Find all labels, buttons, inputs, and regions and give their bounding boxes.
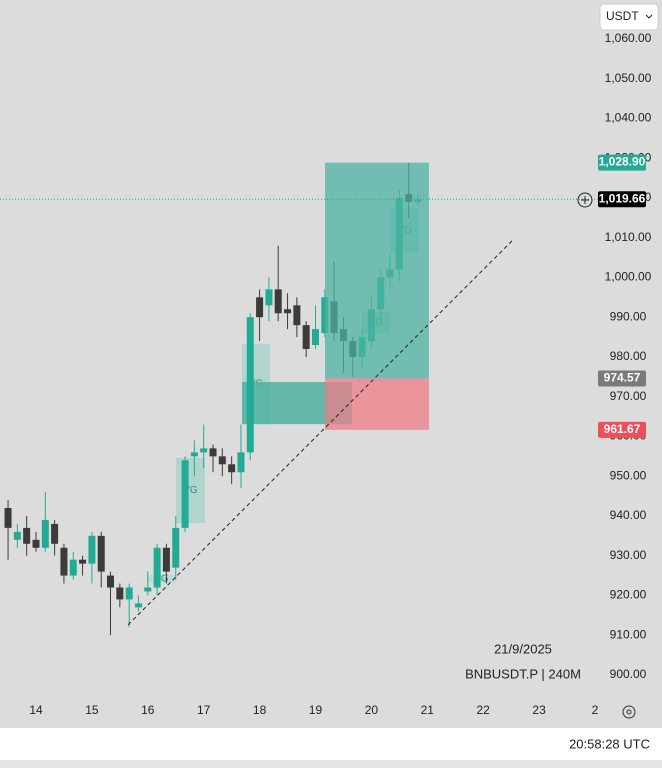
x-tick-label: 15 [85, 703, 99, 717]
candle-body [181, 460, 189, 528]
candle-body [190, 452, 198, 457]
y-tick-label: 930.00 [610, 548, 647, 562]
settings-icon[interactable] [622, 705, 636, 719]
x-tick-label: 18 [253, 703, 267, 717]
x-tick-label: 17 [197, 703, 211, 717]
price-marker-label: 1,019.66 [599, 191, 646, 205]
x-tick-label: 19 [309, 703, 323, 717]
y-tick-label: 920.00 [610, 588, 647, 602]
candle-body [162, 547, 170, 572]
axes: 900.00910.00920.00930.00940.00950.00960.… [29, 31, 651, 717]
candle-body [79, 559, 87, 564]
candle-body [41, 519, 49, 548]
currency-label: USDT [606, 9, 639, 23]
fvg-label: VG [154, 573, 169, 584]
y-tick-label: 1,060.00 [605, 31, 652, 45]
y-tick-label: 1,050.00 [605, 71, 652, 85]
candle-body [13, 531, 21, 540]
candle-body [265, 289, 273, 306]
candle-body [293, 305, 301, 326]
currency-dropdown[interactable] [599, 3, 659, 31]
candle-body [60, 547, 68, 576]
fvg-label: VG [183, 485, 198, 496]
fvg-zone [175, 457, 205, 524]
candle-body [32, 539, 40, 548]
add-alert-icon[interactable] [577, 192, 593, 208]
y-tick-label: 900.00 [610, 667, 647, 681]
y-tick-label: 1,000.00 [605, 270, 652, 284]
candle-body [200, 448, 208, 453]
candle-body [125, 587, 133, 600]
y-tick-label: 950.00 [610, 468, 647, 482]
candle-body [134, 603, 142, 608]
x-tick-label: 16 [141, 703, 155, 717]
x-tick-label: 23 [532, 703, 546, 717]
candle-body [218, 456, 226, 465]
candle-body [284, 309, 292, 314]
y-tick-label: 910.00 [610, 627, 647, 641]
y-tick-label: 970.00 [610, 389, 647, 403]
x-tick-label: 21 [421, 703, 435, 717]
candle-body [274, 289, 282, 314]
candle-body [153, 547, 161, 588]
clock: 20:58:28 UTC [569, 736, 650, 751]
candle-body [302, 325, 310, 350]
price-marker [598, 421, 646, 438]
price-marker-label: 961.67 [604, 422, 641, 436]
y-tick-label: 1,040.00 [605, 111, 652, 125]
candle-body [246, 317, 254, 453]
dropdown-arrow [645, 14, 653, 19]
candle-body [172, 527, 180, 568]
y-tick-label: 990.00 [610, 309, 647, 323]
price-marker [598, 370, 646, 387]
candle-body [107, 575, 115, 588]
candle-body [69, 559, 77, 576]
fvg-zone [147, 574, 176, 583]
date-label: 21/9/2025 [494, 641, 552, 656]
candle-body [209, 448, 217, 457]
settings-icon-core [626, 709, 632, 715]
candle-body [237, 452, 245, 473]
price-marker [598, 191, 646, 208]
x-tick-label: 22 [477, 703, 491, 717]
y-tick-label: 1,010.00 [605, 230, 652, 244]
x-tick-label: 2 [592, 703, 599, 717]
candle-body [256, 297, 264, 318]
candle-body [228, 464, 236, 473]
footer-edge [0, 760, 662, 768]
position-loss [324, 378, 429, 430]
candle-body [4, 508, 12, 528]
y-tick-label: 940.00 [610, 508, 647, 522]
position-profit [324, 162, 429, 379]
candle-body [116, 587, 124, 600]
candle-body [51, 523, 59, 544]
candle-body [144, 587, 152, 592]
candle-body [321, 297, 329, 334]
symbol-label: BNBUSDT.P | 240M [465, 666, 581, 681]
price-marker-label: 974.57 [604, 371, 641, 385]
add-alert-plus [581, 196, 589, 204]
x-tick-label: 20 [365, 703, 379, 717]
candle-body [311, 329, 319, 346]
y-tick-label: 980.00 [610, 349, 647, 363]
price-marker-label: 1,028.90 [599, 155, 646, 169]
candle-body [88, 535, 96, 564]
price-marker [598, 154, 646, 171]
candle-body [97, 535, 105, 572]
x-tick-label: 14 [29, 703, 43, 717]
candle-body [23, 527, 31, 544]
plot-area: VGVGVGVGVG [0, 162, 598, 636]
